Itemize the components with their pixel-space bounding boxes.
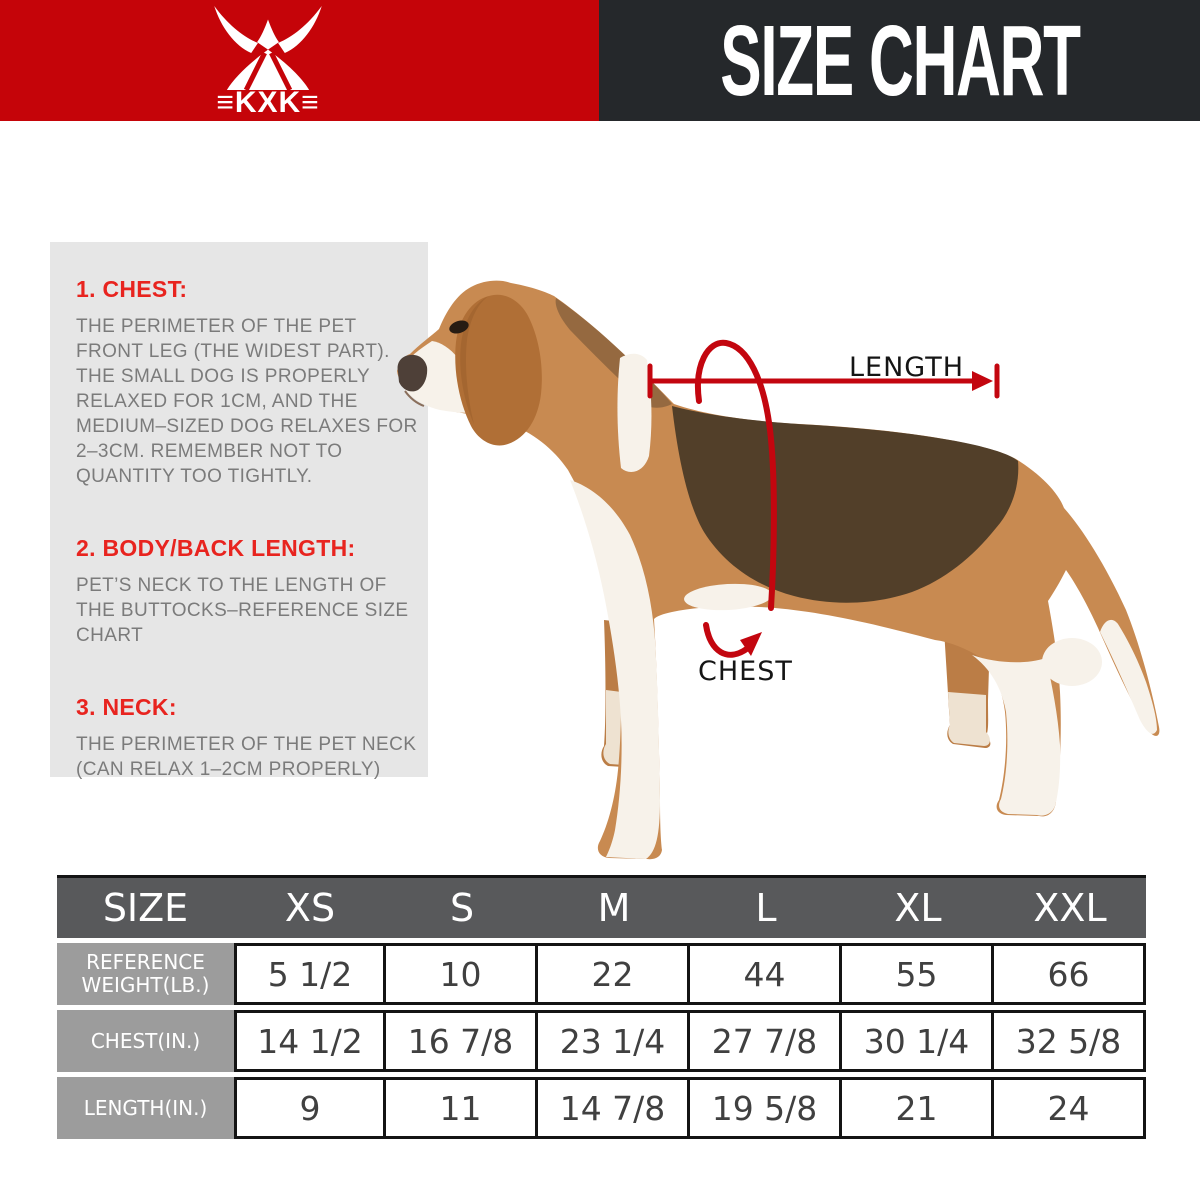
row-label: REFERENCE WEIGHT(LB.): [57, 943, 234, 1005]
chest-girth-arc: [695, 339, 777, 611]
table-cell: 11: [386, 1077, 538, 1139]
chest-arrowhead: [740, 632, 762, 656]
brand-name: ≡KXK≡: [216, 86, 320, 119]
dog-white-markings: [399, 341, 1157, 859]
length-arrowhead: [972, 371, 993, 391]
header-red-band: ≡KXK≡: [0, 0, 599, 121]
dog-nose: [397, 354, 428, 392]
table-cell: 44: [690, 943, 842, 1005]
instruction-title: 1. CHEST:: [76, 276, 188, 302]
row-label: LENGTH(IN.): [57, 1077, 234, 1139]
table-cell: 19 5/8: [690, 1077, 842, 1139]
table-cell: 22: [538, 943, 690, 1005]
instruction-body: PET’S NECK TO THE LENGTH OF THE BUTTOCKS…: [76, 575, 409, 646]
table-cell: 24: [994, 1077, 1146, 1139]
col-header-s: S: [449, 886, 475, 930]
header-black-band: SIZE CHART: [599, 0, 1200, 121]
dog-ear: [455, 294, 542, 446]
row-label: CHEST(IN.): [57, 1010, 234, 1072]
table-cell: 9: [234, 1077, 386, 1139]
table-cell: 55: [842, 943, 994, 1005]
col-header-l: L: [755, 886, 777, 930]
table-cell: 10: [386, 943, 538, 1005]
table-cell: 27 7/8: [690, 1010, 842, 1072]
size-table: SIZE XS S M L XL XXL REFERENCE WEIGHT(LB…: [57, 875, 1146, 1139]
chest-label: CHEST: [698, 656, 793, 687]
instruction-body: THE PERIMETER OF THE PET FRONT LEG (THE …: [76, 316, 418, 487]
measure-instructions-panel: 1. CHEST: THE PERIMETER OF THE PET FRONT…: [50, 242, 428, 780]
chest-direction-arrow: [703, 622, 751, 658]
instruction-body-length: 2. BODY/BACK LENGTH: PET’S NECK TO THE L…: [76, 535, 418, 648]
col-header-size: SIZE: [102, 886, 189, 930]
table-cell: 5 1/2: [234, 943, 386, 1005]
page-title: SIZE CHART: [719, 4, 1081, 117]
instruction-title: 2. BODY/BACK LENGTH:: [76, 535, 356, 561]
dog-illustration: [397, 280, 1160, 860]
instruction-title: 3. NECK:: [76, 694, 177, 720]
instruction-body: THE PERIMETER OF THE PET NECK (CAN RELAX…: [76, 734, 417, 780]
table-cell: 14 7/8: [538, 1077, 690, 1139]
kxk-logo-icon: [214, 6, 322, 90]
table-row-chest: CHEST(IN.) 14 1/2 16 7/8 23 1/4 27 7/8 3…: [57, 1010, 1146, 1072]
size-table-header-row: SIZE XS S M L XL XXL: [57, 875, 1146, 938]
table-cell: 21: [842, 1077, 994, 1139]
table-cell: 23 1/4: [538, 1010, 690, 1072]
brand-logo: ≡KXK≡: [188, 6, 348, 118]
table-cell: 30 1/4: [842, 1010, 994, 1072]
instruction-neck: 3. NECK: THE PERIMETER OF THE PET NECK (…: [76, 694, 418, 782]
table-cell: 66: [994, 943, 1146, 1005]
col-header-m: M: [597, 886, 631, 930]
table-cell: 14 1/2: [234, 1010, 386, 1072]
table-row-weight: REFERENCE WEIGHT(LB.) 5 1/2 10 22 44 55 …: [57, 943, 1146, 1005]
col-header-xs: XS: [284, 886, 336, 930]
table-cell: 16 7/8: [386, 1010, 538, 1072]
instruction-chest: 1. CHEST: THE PERIMETER OF THE PET FRONT…: [76, 276, 418, 489]
dog-eye: [449, 320, 469, 334]
col-header-xxl: XXL: [1033, 886, 1107, 930]
table-cell: 32 5/8: [994, 1010, 1146, 1072]
col-header-xl: XL: [894, 886, 942, 930]
dog-saddle-patch: [672, 406, 1019, 603]
length-label: LENGTH: [849, 352, 965, 383]
table-row-length: LENGTH(IN.) 9 11 14 7/8 19 5/8 21 24: [57, 1077, 1146, 1139]
